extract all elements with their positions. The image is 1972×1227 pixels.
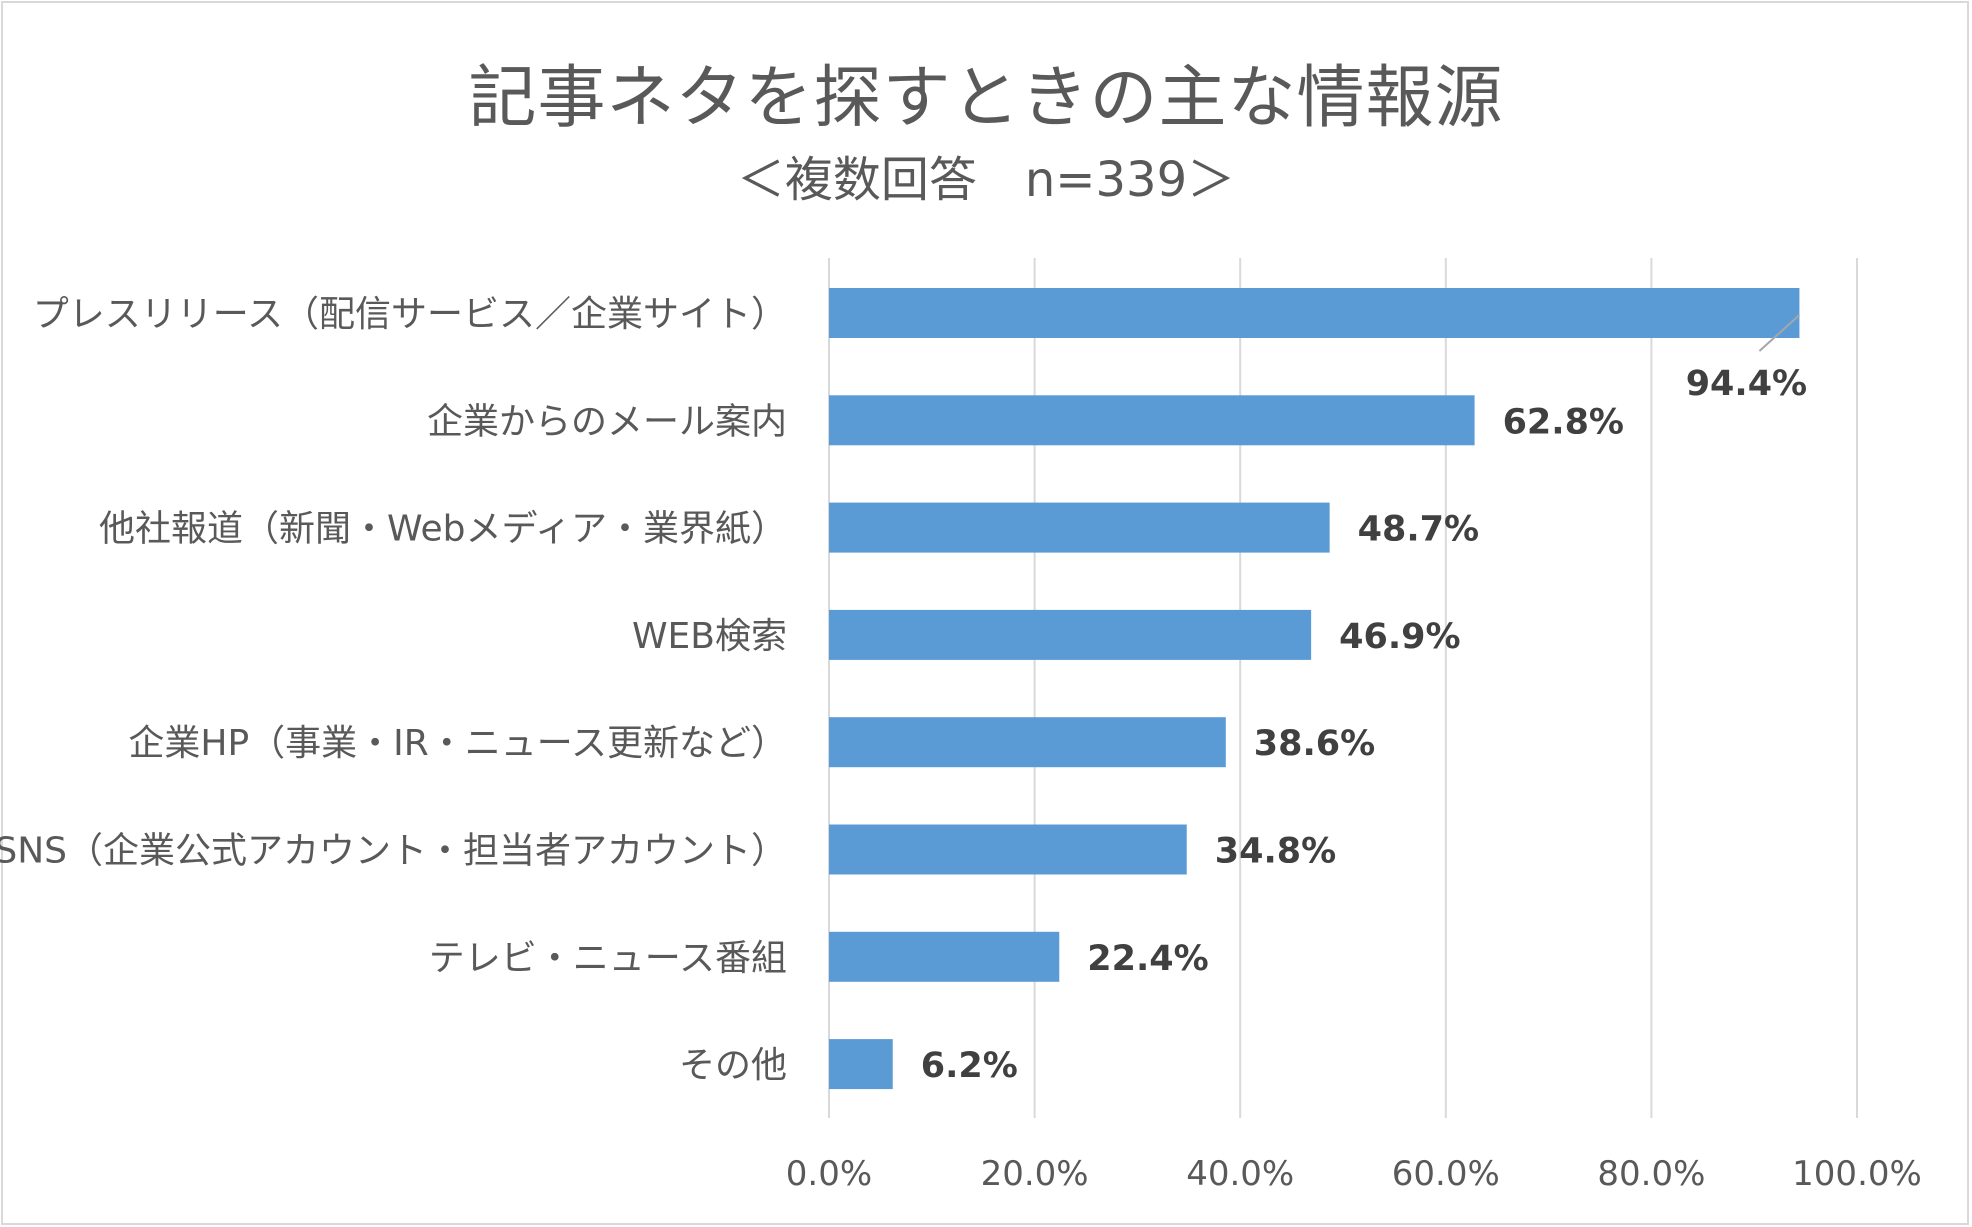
chart-subtitle: ＜複数回答 n=339＞ (736, 152, 1236, 208)
value-label: 38.6% (1254, 724, 1375, 764)
x-tick-label: 0.0% (786, 1154, 872, 1194)
category-label: 他社報道（新聞・Webメディア・業界紙） (99, 509, 787, 550)
value-label: 6.2% (921, 1046, 1018, 1086)
bar (829, 717, 1226, 768)
category-labels: プレスリリース（配信サービス／企業サイト） 企業からのメール案内他社報道（新聞・W… (0, 294, 787, 1086)
bar (829, 824, 1187, 875)
category-label: プレスリリース（配信サービス／企業サイト） (33, 294, 787, 335)
bars (829, 288, 1800, 1090)
value-label: 94.4% (1686, 364, 1807, 404)
bar (829, 288, 1800, 338)
leader-line (1758, 314, 1801, 352)
chart-title: 記事ネタを探すときの主な情報源 (468, 59, 1504, 138)
category-label: WEB検索 (632, 616, 787, 657)
category-label: テレビ・ニュース番組 (429, 938, 787, 979)
x-tick-label: 80.0% (1597, 1154, 1705, 1194)
bar (829, 609, 1312, 660)
value-label: 22.4% (1087, 939, 1208, 979)
x-tick-label: 40.0% (1186, 1154, 1294, 1194)
x-axis-tick-labels: 0.0% 20.0% 40.0% 60.0% 80.0% 100.0% (786, 1154, 1922, 1194)
bar (829, 502, 1330, 553)
value-label: 48.7% (1358, 510, 1479, 550)
x-tick-label: 100.0% (1792, 1154, 1922, 1194)
value-label: 62.8% (1503, 402, 1624, 442)
category-label: 企業からのメール案内 (427, 401, 787, 442)
value-labels: 94.4% 62.8% 48.7% 46.9% 38.6% 34.8% 22.4% 6.2% (921, 314, 1807, 1086)
x-tick-label: 60.0% (1392, 1154, 1500, 1194)
bar (829, 395, 1475, 446)
value-label: 34.8% (1215, 832, 1336, 872)
category-label: 企業HP（事業・IR・ニュース更新など） (128, 723, 787, 764)
category-label: その他 (679, 1045, 787, 1086)
bar (829, 931, 1060, 982)
bar (829, 1039, 893, 1090)
value-label: 46.9% (1339, 617, 1460, 657)
category-label: SNS（企業公式アカウント・担当者アカウント） (0, 831, 787, 872)
x-tick-label: 20.0% (981, 1154, 1089, 1194)
